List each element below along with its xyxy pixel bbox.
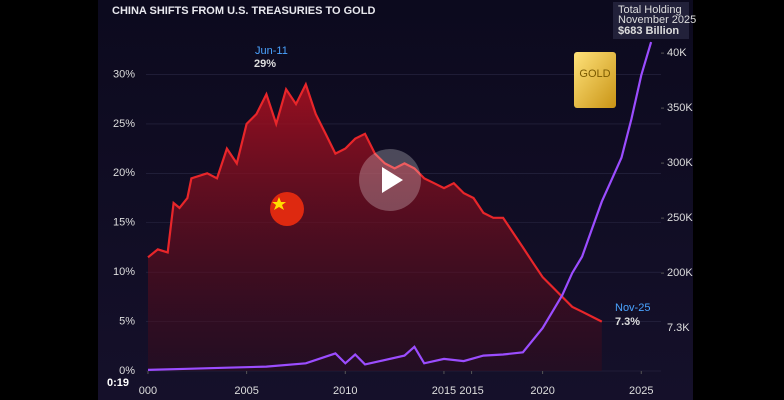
y-tick-label: 10%: [113, 266, 135, 278]
x-tick-label: 2015: [432, 385, 456, 397]
y2-tick-label: 350K: [667, 102, 693, 114]
play-icon: [382, 167, 403, 193]
line: [147, 81, 603, 323]
gold-bar: [574, 52, 616, 108]
gold-label: GOLD: [579, 68, 610, 80]
plot: 0% 5% 10% 15% 20% 25% 30% 200K 250K 300K 350K 40K 00…: [113, 41, 693, 397]
chart-title: CHINA SHIFTS FROM U.S. TREASURIES TO GOL…: [112, 5, 375, 17]
info-box: [613, 2, 689, 39]
y2-tick-label: 40K: [667, 47, 687, 59]
annotation: 29%: [254, 58, 276, 70]
line: [147, 41, 653, 371]
y2-tick-label: 300K: [667, 157, 693, 169]
info-text: November 2025: [618, 14, 696, 26]
y2-tick-label: 200K: [667, 267, 693, 279]
x-tick-label: 2015: [459, 385, 483, 397]
info-text: $683 Billion: [618, 25, 679, 37]
annotation: Nov-25: [615, 302, 650, 314]
video-time: 0:19: [107, 377, 129, 389]
y-tick-label: 5%: [119, 315, 135, 327]
y-tick-label: 25%: [113, 118, 135, 130]
y2-annotation: 7.3K: [667, 322, 690, 334]
x-tick-label: 2010: [333, 385, 357, 397]
y-tick-label: 30%: [113, 68, 135, 80]
x-tick-label: 2020: [530, 385, 554, 397]
flag-star: [272, 197, 286, 210]
y-tick-label: 15%: [113, 217, 135, 229]
area: [147, 84, 602, 372]
x-tick-label: 2025: [629, 385, 653, 397]
x-tick-label: 000: [139, 385, 157, 397]
annotation: Jun-11: [255, 45, 288, 57]
y-tick-label: 20%: [113, 167, 135, 179]
info-text: Total Holding: [618, 4, 682, 16]
y-tick-label: 0%: [119, 365, 135, 377]
y2-tick-label: 250K: [667, 212, 693, 224]
annotation: 7.3%: [615, 316, 640, 328]
x-tick-label: 2005: [234, 385, 258, 397]
